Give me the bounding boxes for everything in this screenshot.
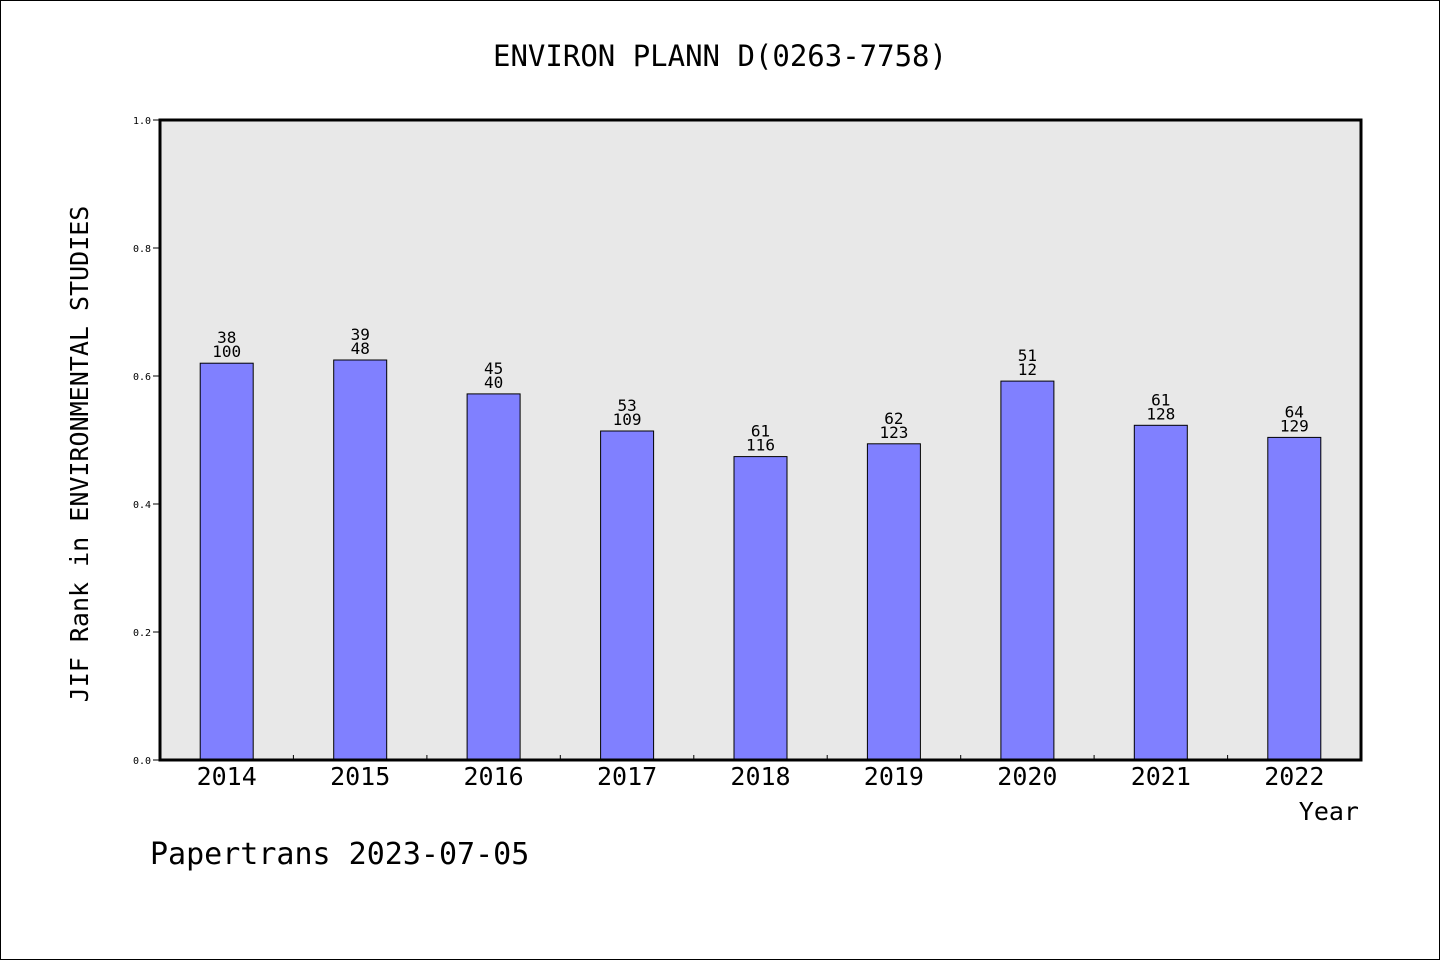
data-label-total: 129 [1280, 416, 1309, 435]
x-axis-label: Year [1299, 797, 1359, 826]
x-tick-label: 2021 [1131, 762, 1191, 791]
x-tick-label: 2022 [1264, 762, 1324, 791]
y-tick-label: 0.2 [133, 628, 151, 639]
bar [333, 359, 388, 761]
y-tick-label: 0.8 [133, 244, 151, 255]
bar [1000, 380, 1055, 761]
data-label-total: 100 [212, 342, 241, 361]
axis-layer: 2014 2015 2016 2017 2018 2019 2020 2021 2022 0.0 0… [133, 116, 1324, 791]
footer-text: Papertrans 2023-07-05 [150, 837, 529, 872]
y-tick-label: 1.0 [133, 116, 151, 127]
bar [1267, 436, 1322, 761]
plot-border [158, 118, 1363, 762]
x-tick-label: 2019 [864, 762, 924, 791]
x-tick-label: 2018 [730, 762, 790, 791]
data-label-rank: 38 [217, 328, 236, 347]
y-tick-label: 0.6 [133, 372, 151, 383]
data-label-total: 123 [879, 423, 908, 442]
bar [466, 393, 521, 761]
bar [1133, 424, 1188, 761]
data-label-total: 48 [351, 339, 370, 358]
bar [866, 443, 921, 761]
x-tick-label: 2017 [597, 762, 657, 791]
data-label-total: 109 [613, 410, 642, 429]
data-label-rank: 39 [351, 325, 370, 344]
data-label-rank: 61 [1151, 390, 1170, 409]
x-tick-label: 2020 [997, 762, 1057, 791]
y-tick-label: 0.0 [133, 756, 151, 767]
data-label-total: 128 [1146, 404, 1175, 423]
data-label-total: 116 [746, 436, 775, 455]
data-label-rank: 45 [484, 359, 503, 378]
data-label-rank: 61 [751, 422, 770, 441]
data-label-total: 12 [1018, 360, 1037, 379]
x-tick-label: 2014 [197, 762, 257, 791]
data-label-rank: 53 [617, 396, 636, 415]
y-tick-label: 0.4 [133, 500, 151, 511]
bar [199, 362, 254, 761]
x-tick-label: 2016 [463, 762, 523, 791]
x-tick-label: 2015 [330, 762, 390, 791]
data-label-rank: 64 [1285, 402, 1304, 421]
data-label-rank: 62 [884, 409, 903, 428]
bar [600, 430, 655, 761]
data-label-total: 40 [484, 373, 503, 392]
bar [733, 456, 788, 761]
chart-title: ENVIRON PLANN D(0263-7758) [493, 39, 947, 73]
data-label-rank: 51 [1018, 346, 1037, 365]
y-axis-label: JIF Rank in ENVIRONMENTAL STUDIES [65, 206, 94, 703]
